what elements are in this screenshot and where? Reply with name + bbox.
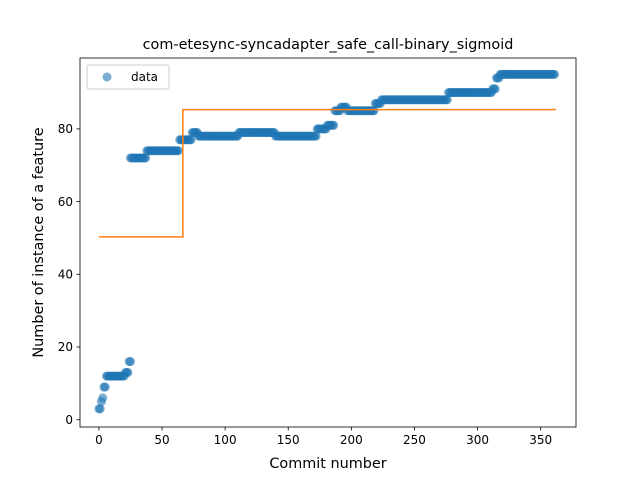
y-tick-label: 60	[58, 195, 73, 209]
x-tick-label: 100	[214, 433, 237, 447]
legend: data	[86, 64, 170, 90]
fit-line	[98, 108, 556, 238]
y-tick-label: 20	[58, 340, 73, 354]
data-point	[123, 367, 133, 377]
data-point	[186, 135, 196, 145]
legend-label: data	[131, 70, 158, 84]
data-point	[550, 69, 560, 79]
plot-frame	[79, 57, 577, 428]
fit-series	[98, 108, 556, 238]
chart-title: com-etesync-syncadapter_safe_call-binary…	[143, 37, 514, 53]
data-point	[125, 357, 135, 367]
legend-marker	[102, 72, 112, 82]
data-point	[141, 153, 151, 163]
y-axis: 0 20 40 60 80	[58, 122, 80, 427]
x-tick-label: 300	[466, 433, 489, 447]
data-point	[490, 84, 500, 94]
data-point	[98, 393, 108, 403]
y-tick-label: 0	[65, 413, 73, 427]
y-tick-label: 80	[58, 122, 73, 136]
y-tick-label: 40	[58, 268, 73, 282]
data-point	[311, 131, 321, 141]
data-point	[369, 106, 379, 116]
data-point	[100, 382, 110, 392]
x-tick-label: 0	[95, 433, 103, 447]
y-axis-label: Number of instance of a feature	[31, 127, 47, 357]
scatter-series	[94, 69, 560, 414]
x-tick-label: 150	[277, 433, 300, 447]
x-tick-label: 250	[403, 433, 426, 447]
data-point	[173, 146, 183, 156]
x-tick-label: 350	[529, 433, 552, 447]
x-tick-label: 200	[340, 433, 363, 447]
x-axis-label: Commit number	[269, 456, 386, 472]
x-tick-label: 50	[154, 433, 169, 447]
x-axis: 0 50 100 150 200 250 300 350	[95, 427, 552, 447]
data-point	[95, 404, 105, 414]
data-point	[442, 95, 452, 105]
legend-box	[86, 64, 170, 90]
data-point	[329, 120, 339, 130]
